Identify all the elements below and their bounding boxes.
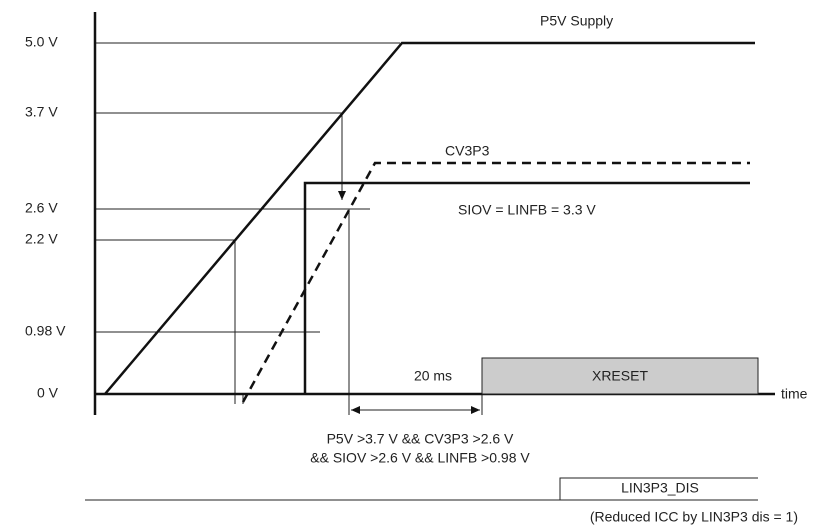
level-label: 3.7 V xyxy=(25,104,58,120)
reference-lines xyxy=(95,42,483,415)
level-label: 0 V xyxy=(37,385,59,401)
cv3p3-trace xyxy=(241,161,750,403)
level-label: 2.2 V xyxy=(25,231,58,247)
signal-label: SIOV = LINFB = 3.3 V xyxy=(458,202,596,218)
signal-label: CV3P3 xyxy=(445,143,490,159)
siov-trace xyxy=(303,181,750,394)
condition-line: && SIOV >2.6 V && LINFB >0.98 V xyxy=(310,450,530,466)
level-label: 5.0 V xyxy=(25,34,58,50)
p5v-trace xyxy=(104,41,755,395)
xreset-box xyxy=(481,357,759,395)
signal-label: P5V Supply xyxy=(540,13,613,29)
lin3p3-box xyxy=(559,477,758,500)
level-label: 2.6 V xyxy=(25,200,58,216)
delay-label: 20 ms xyxy=(414,368,452,384)
axis-label: time xyxy=(781,386,808,402)
signal-label: LIN3P3_DIS xyxy=(621,480,699,496)
note: (Reduced ICC by LIN3P3 dis = 1) xyxy=(590,509,798,525)
condition-line: P5V >3.7 V && CV3P3 >2.6 V xyxy=(327,431,514,447)
level-label: 0.98 V xyxy=(25,323,66,339)
signal-label: XRESET xyxy=(592,368,648,384)
